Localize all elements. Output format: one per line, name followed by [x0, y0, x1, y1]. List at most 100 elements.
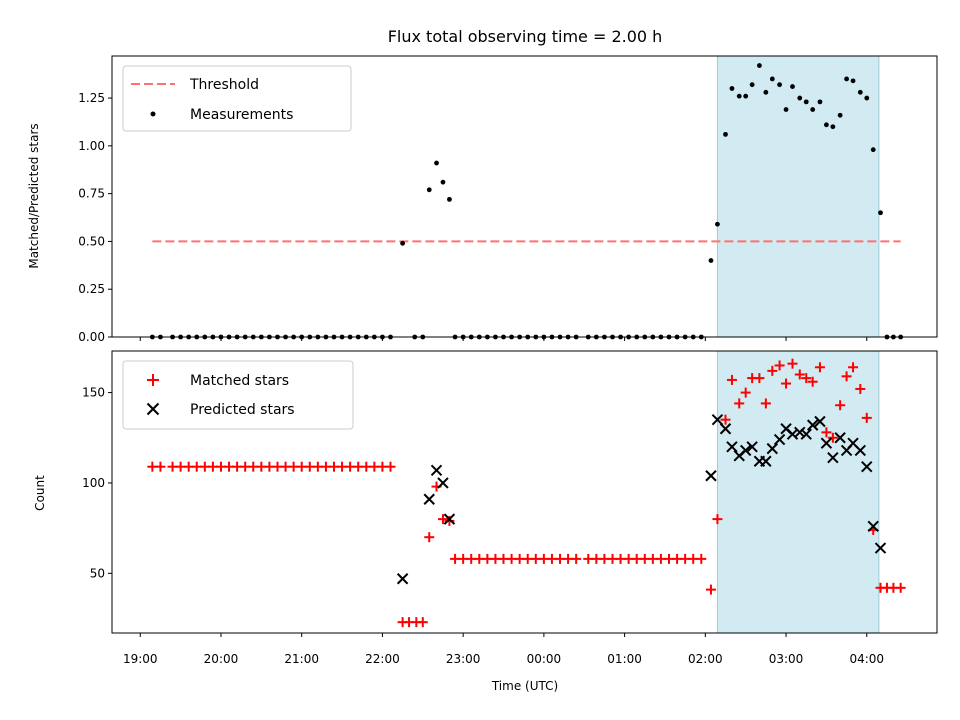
- predicted-star-stroke-b: [814, 415, 826, 428]
- bottom-x-tick-label: 20:00: [204, 652, 239, 666]
- bottom-x-tick-label: 04:00: [849, 652, 884, 666]
- matched-star-marker: [155, 461, 166, 472]
- matched-star-marker: [861, 412, 872, 423]
- measurement-point: [797, 95, 803, 101]
- bottom-legend-box: [122, 360, 354, 430]
- predicted-star-stroke-b: [834, 432, 846, 444]
- measurement-point: [729, 86, 735, 91]
- predicted-star-stroke-b: [443, 513, 456, 525]
- x-axis-label: Time (UTC): [491, 679, 558, 693]
- predicted-star-stroke-b: [847, 437, 859, 449]
- measurement-point: [447, 196, 452, 202]
- predicted-star-marker: [766, 442, 779, 455]
- matched-star-marker: [444, 515, 455, 526]
- predicted-star-stroke-b: [854, 444, 867, 457]
- predicted-star-stroke-b: [867, 520, 879, 533]
- predicted-star-marker: [800, 428, 812, 440]
- measurement-point: [426, 187, 432, 193]
- measurement-point: [777, 82, 782, 88]
- predicted-star-stroke-b: [760, 455, 772, 467]
- matched-star-marker: [740, 387, 751, 398]
- measurement-point: [790, 84, 795, 89]
- matched-star-marker: [767, 365, 778, 376]
- predicted-star-stroke-b: [711, 413, 724, 426]
- matched-star-marker: [835, 400, 846, 411]
- top-axes-frame: [111, 55, 938, 338]
- matched-star-marker: [774, 360, 785, 371]
- measurement-point: [743, 93, 749, 99]
- predicted-star-marker: [430, 464, 443, 477]
- predicted-star-marker: [746, 441, 758, 453]
- measurement-point: [803, 99, 809, 105]
- top-legend-box: [122, 65, 352, 132]
- predicted-star-marker: [423, 493, 435, 505]
- legend-matched-swatch: [147, 374, 159, 386]
- measurement-point: [723, 131, 728, 137]
- measurement-point: [440, 179, 446, 185]
- predicted-star-marker: [814, 415, 826, 428]
- measurement-point: [708, 258, 714, 263]
- bottom-legend: Matched stars Predicted stars: [122, 360, 354, 430]
- predicted-star-marker: [719, 423, 732, 435]
- predicted-star-marker: [396, 573, 409, 585]
- matched-star-marker: [754, 373, 765, 384]
- matched-star-marker: [726, 374, 737, 385]
- predicted-star-stroke-b: [827, 451, 839, 464]
- top-observing-window: [716, 55, 880, 338]
- top-y-tick-label: 1.00: [78, 139, 105, 153]
- matched-star-marker: [424, 532, 435, 543]
- matched-star-marker: [821, 427, 832, 438]
- matched-star-marker: [787, 358, 798, 369]
- predicted-star-stroke-b: [430, 464, 443, 477]
- measurement-point: [783, 107, 789, 112]
- predicted-star-marker: [773, 433, 786, 446]
- measurement-point: [715, 221, 720, 227]
- predicted-star-stroke-b: [719, 423, 732, 435]
- top-y-tick-label: 0.50: [78, 234, 105, 248]
- top-panel: 0.00 0.25 0.50 0.75 1.00 1.25 Matched/Predict…: [27, 55, 938, 344]
- top-x-ticks: [139, 337, 868, 341]
- predicted-stars-points: [396, 413, 887, 585]
- predicted-star-marker: [834, 432, 846, 444]
- bottom-panel: 50 100 150 19:00 20:00 21:00 22:00 23:00 00:00 0…: [33, 350, 938, 693]
- matched-stars-points: [147, 358, 906, 628]
- measurement-point: [850, 78, 856, 84]
- predicted-star-stroke-b: [396, 573, 409, 585]
- matched-star-marker: [841, 371, 852, 382]
- predicted-star-stroke-b: [794, 426, 806, 439]
- bottom-x-tick-label: 03:00: [769, 652, 804, 666]
- bottom-x-tick-label: 02:00: [688, 652, 723, 666]
- measurement-point: [830, 124, 836, 130]
- bottom-x-tick-label: 00:00: [527, 652, 562, 666]
- matched-star-marker: [794, 369, 805, 380]
- bottom-x-tick-label: 01:00: [607, 652, 642, 666]
- predicted-star-marker: [794, 426, 806, 439]
- predicted-star-stroke-b: [780, 423, 792, 435]
- measurement-point: [824, 122, 829, 128]
- measurement-point: [864, 95, 870, 101]
- matched-star-marker: [895, 582, 906, 593]
- bottom-x-tick-label: 19:00: [123, 652, 158, 666]
- measurement-point: [857, 89, 863, 95]
- predicted-star-stroke-b: [806, 419, 819, 431]
- predicted-star-marker: [437, 477, 449, 489]
- matched-star-marker: [781, 378, 792, 389]
- matched-star-marker: [827, 432, 838, 443]
- matched-star-marker: [807, 376, 818, 387]
- predicted-star-marker: [874, 542, 887, 554]
- measurement-point: [400, 240, 406, 246]
- matched-star-marker: [734, 398, 745, 409]
- measurement-point: [434, 160, 439, 166]
- predicted-star-stroke-b: [786, 428, 799, 440]
- legend-predicted-swatch: [146, 402, 160, 416]
- bottom-axes-frame: [111, 350, 938, 634]
- bottom-y-tick-label: 150: [82, 386, 105, 400]
- predicted-star-stroke-b: [874, 542, 887, 554]
- predicted-star-marker: [739, 444, 752, 457]
- predicted-star-stroke-b: [800, 428, 812, 440]
- matched-star-marker: [801, 373, 812, 384]
- measurement-point: [870, 147, 876, 153]
- bottom-y-tick-label: 50: [90, 566, 105, 580]
- matched-star-marker: [696, 553, 707, 564]
